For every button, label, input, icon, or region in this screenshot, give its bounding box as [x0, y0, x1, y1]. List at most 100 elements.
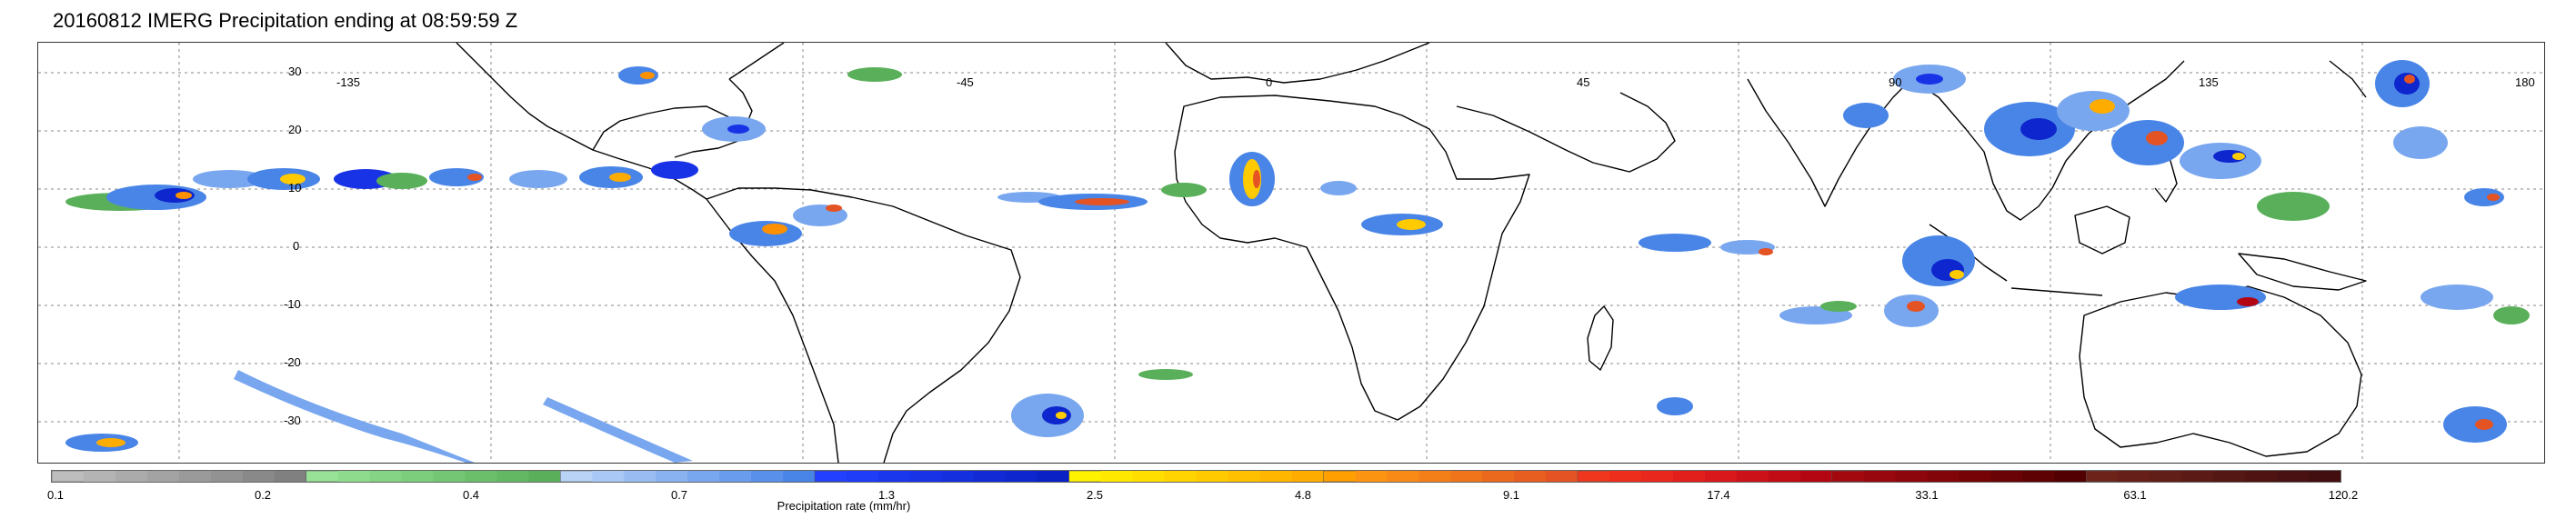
coast-south-america — [706, 187, 1021, 463]
colorbar-swatch — [1640, 471, 1674, 482]
colorbar-swatch — [115, 471, 148, 482]
colorbar-swatch — [1164, 471, 1198, 482]
precipitation-field — [65, 60, 2530, 463]
colorbar-tick-11: 120.2 — [2328, 488, 2359, 502]
colorbar-tick-8: 17.4 — [1707, 488, 1730, 502]
colorbar-swatch — [1609, 471, 1642, 482]
map-canvas — [38, 43, 2544, 463]
colorbar-swatch — [306, 471, 339, 482]
lon-label-0: 0 — [1266, 75, 1273, 89]
lon-label-135: 135 — [2199, 75, 2219, 89]
lat-label-10: 10 — [288, 181, 302, 195]
lon-label-45: 45 — [1577, 75, 1590, 89]
colorbar-swatch — [1418, 471, 1451, 482]
colorbar-swatch — [846, 471, 879, 482]
coast-europe — [1165, 43, 1430, 84]
coast-new-guinea — [2238, 253, 2367, 291]
colorbar-swatch — [687, 471, 720, 482]
colorbar-tick-5: 2.5 — [1086, 488, 1104, 502]
colorbar-swatch — [1514, 471, 1547, 482]
graticule — [38, 43, 2544, 463]
colorbar-tick-10: 63.1 — [2123, 488, 2147, 502]
coast-east-na — [728, 43, 785, 80]
coast-india — [1747, 78, 1912, 207]
colorbar-swatch — [1799, 471, 1833, 482]
colorbar-swatch — [1736, 471, 1769, 482]
coast-java — [2010, 287, 2103, 296]
colorbar-swatch — [2118, 471, 2150, 482]
colorbar-swatch — [2213, 471, 2246, 482]
colorbar-title: Precipitation rate (mm/hr) — [777, 499, 911, 513]
colorbar-swatch — [146, 471, 180, 482]
colorbar-swatch — [528, 471, 561, 482]
colorbar-swatch — [1895, 471, 1929, 482]
colorbar-swatch — [783, 471, 816, 482]
colorbar-swatch — [1100, 471, 1134, 482]
coast-japan — [2329, 60, 2367, 98]
colorbar-swatch — [877, 471, 911, 482]
colorbar-swatch — [1132, 471, 1166, 482]
colorbar-swatch — [751, 471, 784, 482]
colorbar-swatch — [1355, 471, 1388, 482]
colorbar-swatch — [1831, 471, 1865, 482]
colorbar-swatch — [2054, 471, 2087, 482]
lon-label-180: 180 — [2515, 75, 2535, 89]
colorbar-swatch — [1546, 471, 1579, 482]
colorbar-swatch — [496, 471, 529, 482]
colorbar-swatch — [1768, 471, 1801, 482]
colorbar — [51, 470, 2341, 483]
lat-label-minus20: -20 — [284, 355, 301, 369]
coast-gulf-mexico — [592, 105, 748, 158]
colorbar-swatch — [1196, 471, 1229, 482]
lon-label-minus45: -45 — [957, 75, 974, 89]
colorbar-swatch — [656, 471, 688, 482]
colorbar-swatch — [1672, 471, 1706, 482]
colorbar-swatch — [2022, 471, 2055, 482]
coast-africa — [1174, 95, 1530, 421]
colorbar-swatch — [52, 471, 85, 482]
colorbar-swatch — [2245, 471, 2278, 482]
coast-arabia — [1456, 92, 1676, 173]
lat-label-minus10: -10 — [284, 297, 301, 311]
colorbar-swatch — [178, 471, 212, 482]
colorbar-tick-0: 0.1 — [46, 488, 65, 502]
lat-label-minus30: -30 — [284, 414, 301, 427]
colorbar-swatch — [2150, 471, 2182, 482]
colorbar-swatch — [1482, 471, 1515, 482]
lon-label-90: 90 — [1889, 75, 1902, 89]
lat-label-30: 30 — [288, 65, 302, 78]
colorbar-swatch — [560, 471, 594, 482]
colorbar-tick-3: 0.7 — [670, 488, 688, 502]
coast-borneo — [2074, 205, 2130, 255]
coast-madagascar — [1587, 305, 1614, 371]
colorbar-swatch — [2309, 471, 2340, 482]
colorbar-swatch — [83, 471, 116, 482]
colorbar-swatch — [2086, 471, 2120, 482]
colorbar-swatch — [1037, 471, 1070, 482]
colorbar-tick-4: 1.3 — [877, 488, 896, 502]
colorbar-swatch — [1068, 471, 1102, 482]
colorbar-swatch — [1259, 471, 1292, 482]
colorbar-swatch — [1577, 471, 1610, 482]
colorbar-swatch — [401, 471, 435, 482]
colorbar-swatch — [1387, 471, 1419, 482]
colorbar-swatch — [1291, 471, 1324, 482]
colorbar-swatch — [242, 471, 276, 482]
colorbar-swatch — [1450, 471, 1483, 482]
colorbar-tick-7: 9.1 — [1502, 488, 1520, 502]
colorbar-swatch — [909, 471, 943, 482]
colorbar-swatch — [337, 471, 371, 482]
colorbar-swatch — [1863, 471, 1897, 482]
colorbar-tick-6: 4.8 — [1294, 488, 1312, 502]
colorbar-swatch — [369, 471, 403, 482]
colorbar-swatch — [210, 471, 244, 482]
colorbar-tick-1: 0.2 — [254, 488, 272, 502]
colorbar-swatch — [1927, 471, 1960, 482]
colorbar-swatch — [592, 471, 625, 482]
colorbar-swatch — [1959, 471, 1992, 482]
colorbar-tick-2: 0.4 — [462, 488, 480, 502]
map-title: 20160812 IMERG Precipitation ending at 0… — [53, 9, 518, 32]
colorbar-swatch — [814, 471, 847, 482]
colorbar-swatch — [274, 471, 307, 482]
lon-label-minus135: -135 — [336, 75, 361, 89]
